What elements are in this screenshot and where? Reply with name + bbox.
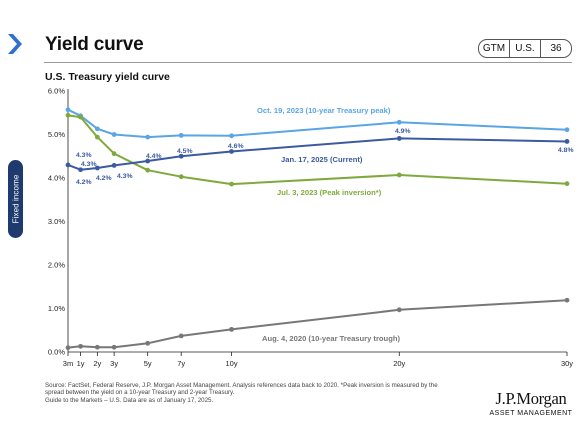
- y-tick-label: 5.0%: [48, 130, 65, 139]
- series-label: Jul. 3, 2023 (Peak inversion*): [277, 188, 382, 197]
- data-point: [111, 162, 117, 168]
- data-point: [229, 326, 234, 332]
- data-point: [564, 127, 570, 133]
- data-point: [145, 167, 151, 173]
- data-point: [145, 134, 151, 140]
- chart-title: U.S. Treasury yield curve: [45, 71, 170, 83]
- x-tick-label: 5y: [144, 359, 152, 368]
- data-point: [65, 345, 71, 351]
- footnote-line-2: spread between the yield on a 10-year Tr…: [45, 389, 235, 397]
- logo-subtitle: ASSET MANAGEMENT: [489, 410, 573, 417]
- data-point: [145, 340, 151, 346]
- data-point: [229, 133, 234, 139]
- footnote-line-1: Source: FactSet, Federal Reserve, J.P. M…: [45, 382, 438, 389]
- x-tick-label: 1y: [77, 359, 85, 368]
- badge-gtm: GTM: [479, 40, 510, 57]
- data-label: 4.8%: [558, 147, 574, 154]
- badge-page-number: 36: [550, 43, 562, 54]
- data-point: [229, 181, 234, 187]
- data-point: [94, 344, 100, 350]
- data-point: [78, 167, 83, 173]
- data-point: [78, 343, 83, 349]
- data-point: [178, 174, 184, 180]
- logo-wordmark: J.P.Morgan: [495, 389, 567, 408]
- data-point: [564, 297, 570, 303]
- footnote-line-3: Guide to the Markets – U.S. Data are as …: [45, 396, 214, 404]
- data-point: [94, 165, 100, 171]
- guide-badge: GTM U.S. 36: [478, 39, 572, 58]
- badge-region: U.S.: [510, 40, 541, 57]
- data-label: 4.6%: [228, 143, 244, 150]
- data-point: [396, 119, 402, 125]
- data-label: 4.4%: [146, 153, 162, 160]
- data-point: [178, 153, 184, 159]
- data-label: 4.5%: [177, 148, 193, 155]
- data-point: [396, 307, 402, 313]
- x-tick-label: 10y: [225, 359, 237, 368]
- data-point: [111, 344, 117, 350]
- data-point: [396, 172, 402, 178]
- y-tick-label: 3.0%: [48, 217, 65, 226]
- series-label: Oct. 19, 2023 (10-year Treasury peak): [257, 106, 391, 115]
- series-label: Jan. 17, 2025 (Current): [281, 155, 363, 164]
- data-point: [111, 151, 117, 157]
- data-point: [65, 107, 71, 113]
- data-point: [65, 112, 71, 118]
- data-label: 4.3%: [117, 173, 133, 180]
- y-tick-label: 0.0%: [48, 348, 65, 357]
- data-label: 4.2%: [96, 175, 112, 182]
- data-point: [111, 132, 117, 137]
- data-point: [178, 333, 184, 339]
- data-point: [564, 139, 570, 144]
- x-tick-label: 7y: [177, 359, 185, 368]
- y-tick-label: 1.0%: [48, 304, 65, 313]
- y-tick-label: 4.0%: [48, 174, 65, 183]
- section-tab[interactable]: Fixed income: [8, 160, 23, 238]
- chevron-right-icon: [8, 34, 22, 54]
- data-point: [396, 136, 402, 141]
- y-tick-label: 2.0%: [48, 261, 65, 270]
- data-label: 4.3%: [76, 152, 92, 159]
- jpmorgan-logo: J.P.Morgan ASSET MANAGEMENT: [486, 389, 576, 417]
- x-tick-label: 30y: [561, 359, 573, 368]
- x-tick-label: 2y: [93, 359, 101, 368]
- x-tick-label: 3m: [63, 359, 73, 368]
- data-point: [229, 149, 234, 154]
- title-divider: [44, 62, 572, 63]
- y-tick-label: 6.0%: [48, 87, 65, 96]
- x-tick-label: 3y: [110, 359, 118, 368]
- data-label: 4.9%: [395, 128, 411, 135]
- data-label: 4.3%: [81, 161, 97, 168]
- data-point: [94, 134, 100, 140]
- data-point: [564, 181, 570, 187]
- data-point: [178, 132, 184, 138]
- data-point: [65, 162, 71, 168]
- data-point: [94, 126, 100, 132]
- footnote: Source: FactSet, Federal Reserve, J.P. M…: [45, 382, 465, 404]
- x-tick-label: 20y: [393, 359, 405, 368]
- series-label: Aug. 4, 2020 (10-year Treasury trough): [262, 334, 400, 343]
- data-point: [145, 158, 151, 164]
- page-title: Yield curve: [45, 34, 144, 55]
- data-point: [78, 114, 83, 120]
- data-label: 4.2%: [76, 179, 92, 186]
